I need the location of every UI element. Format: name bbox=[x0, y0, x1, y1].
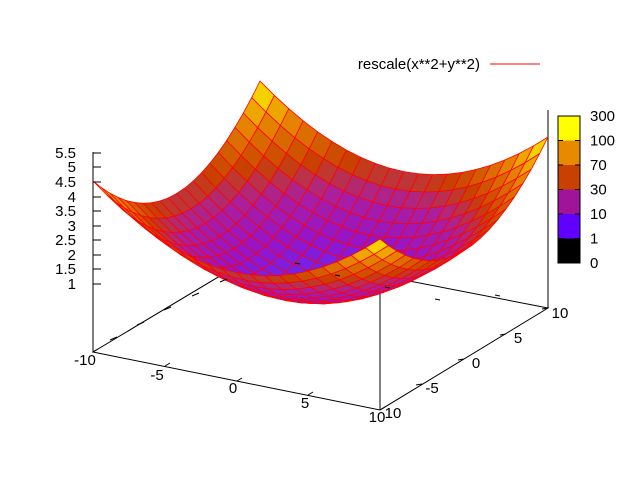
z-tick-label: 3.5 bbox=[55, 203, 76, 220]
x-tick-mark bbox=[164, 362, 171, 367]
colorbox-segment bbox=[558, 165, 580, 190]
x-tick-label: 5 bbox=[301, 395, 309, 412]
z-tick-label: 3 bbox=[68, 218, 76, 235]
colorbox-segment bbox=[558, 140, 580, 165]
base-tick bbox=[384, 286, 391, 289]
colorbox-label: 70 bbox=[590, 157, 607, 174]
y-tick-label: 10 bbox=[552, 305, 569, 322]
z-tick-label: 5.5 bbox=[55, 145, 76, 162]
colorbox-label: 30 bbox=[590, 182, 607, 199]
y-tick-label: -5 bbox=[425, 380, 438, 397]
z-tick-label: 5 bbox=[68, 159, 76, 176]
z-tick-label: 4 bbox=[68, 189, 76, 206]
x-tick-label: -10 bbox=[74, 352, 96, 369]
y-tick-mark bbox=[499, 333, 507, 336]
z-tick-label: 2.5 bbox=[55, 232, 76, 249]
colorbox-segment bbox=[558, 189, 580, 214]
x-tick-mark bbox=[379, 406, 386, 411]
x-tick-mark bbox=[307, 391, 314, 396]
surface-mesh bbox=[92, 80, 549, 305]
colorbox-segment bbox=[558, 214, 580, 239]
x-tick-mark bbox=[92, 348, 99, 353]
base-tick bbox=[334, 274, 341, 277]
x-tick-mark bbox=[236, 377, 243, 382]
y-tick-mark bbox=[541, 307, 549, 310]
legend-label: rescale(x**2+y**2) bbox=[358, 56, 480, 73]
x-tick-label: 10 bbox=[369, 409, 386, 426]
base-tick bbox=[219, 278, 228, 283]
z-tick-label: 4.5 bbox=[55, 174, 76, 191]
colorbox-label: 1 bbox=[590, 231, 598, 248]
colorbox-label: 300 bbox=[590, 108, 615, 125]
colorbox-label: 0 bbox=[590, 255, 598, 272]
base-tick bbox=[191, 292, 200, 297]
y-tick-label-start: 10 bbox=[385, 405, 402, 422]
base-tick bbox=[434, 298, 441, 301]
colorbox-label: 10 bbox=[590, 206, 607, 223]
y-tick-label: 0 bbox=[472, 355, 480, 372]
z-tick-label: 1.5 bbox=[55, 261, 76, 278]
y-tick-label: 5 bbox=[514, 330, 522, 347]
surface-facet bbox=[365, 238, 389, 255]
legend: rescale(x**2+y**2) bbox=[358, 56, 540, 73]
colorbox-label: 100 bbox=[590, 133, 615, 150]
colorbox-segment bbox=[558, 116, 580, 141]
colorbox-segment bbox=[558, 238, 580, 263]
y-tick-mark bbox=[415, 383, 423, 386]
base-tick bbox=[494, 294, 501, 297]
base-tick bbox=[109, 336, 118, 341]
x-tick-label: -5 bbox=[150, 367, 163, 384]
y-tick-mark bbox=[457, 358, 465, 361]
x-tick-label: 0 bbox=[229, 380, 237, 397]
z-tick-label: 1 bbox=[68, 276, 76, 293]
base-tick bbox=[136, 321, 145, 326]
base-tick bbox=[294, 262, 301, 265]
base-tick bbox=[163, 306, 172, 311]
z-tick-label: 2 bbox=[68, 247, 76, 264]
